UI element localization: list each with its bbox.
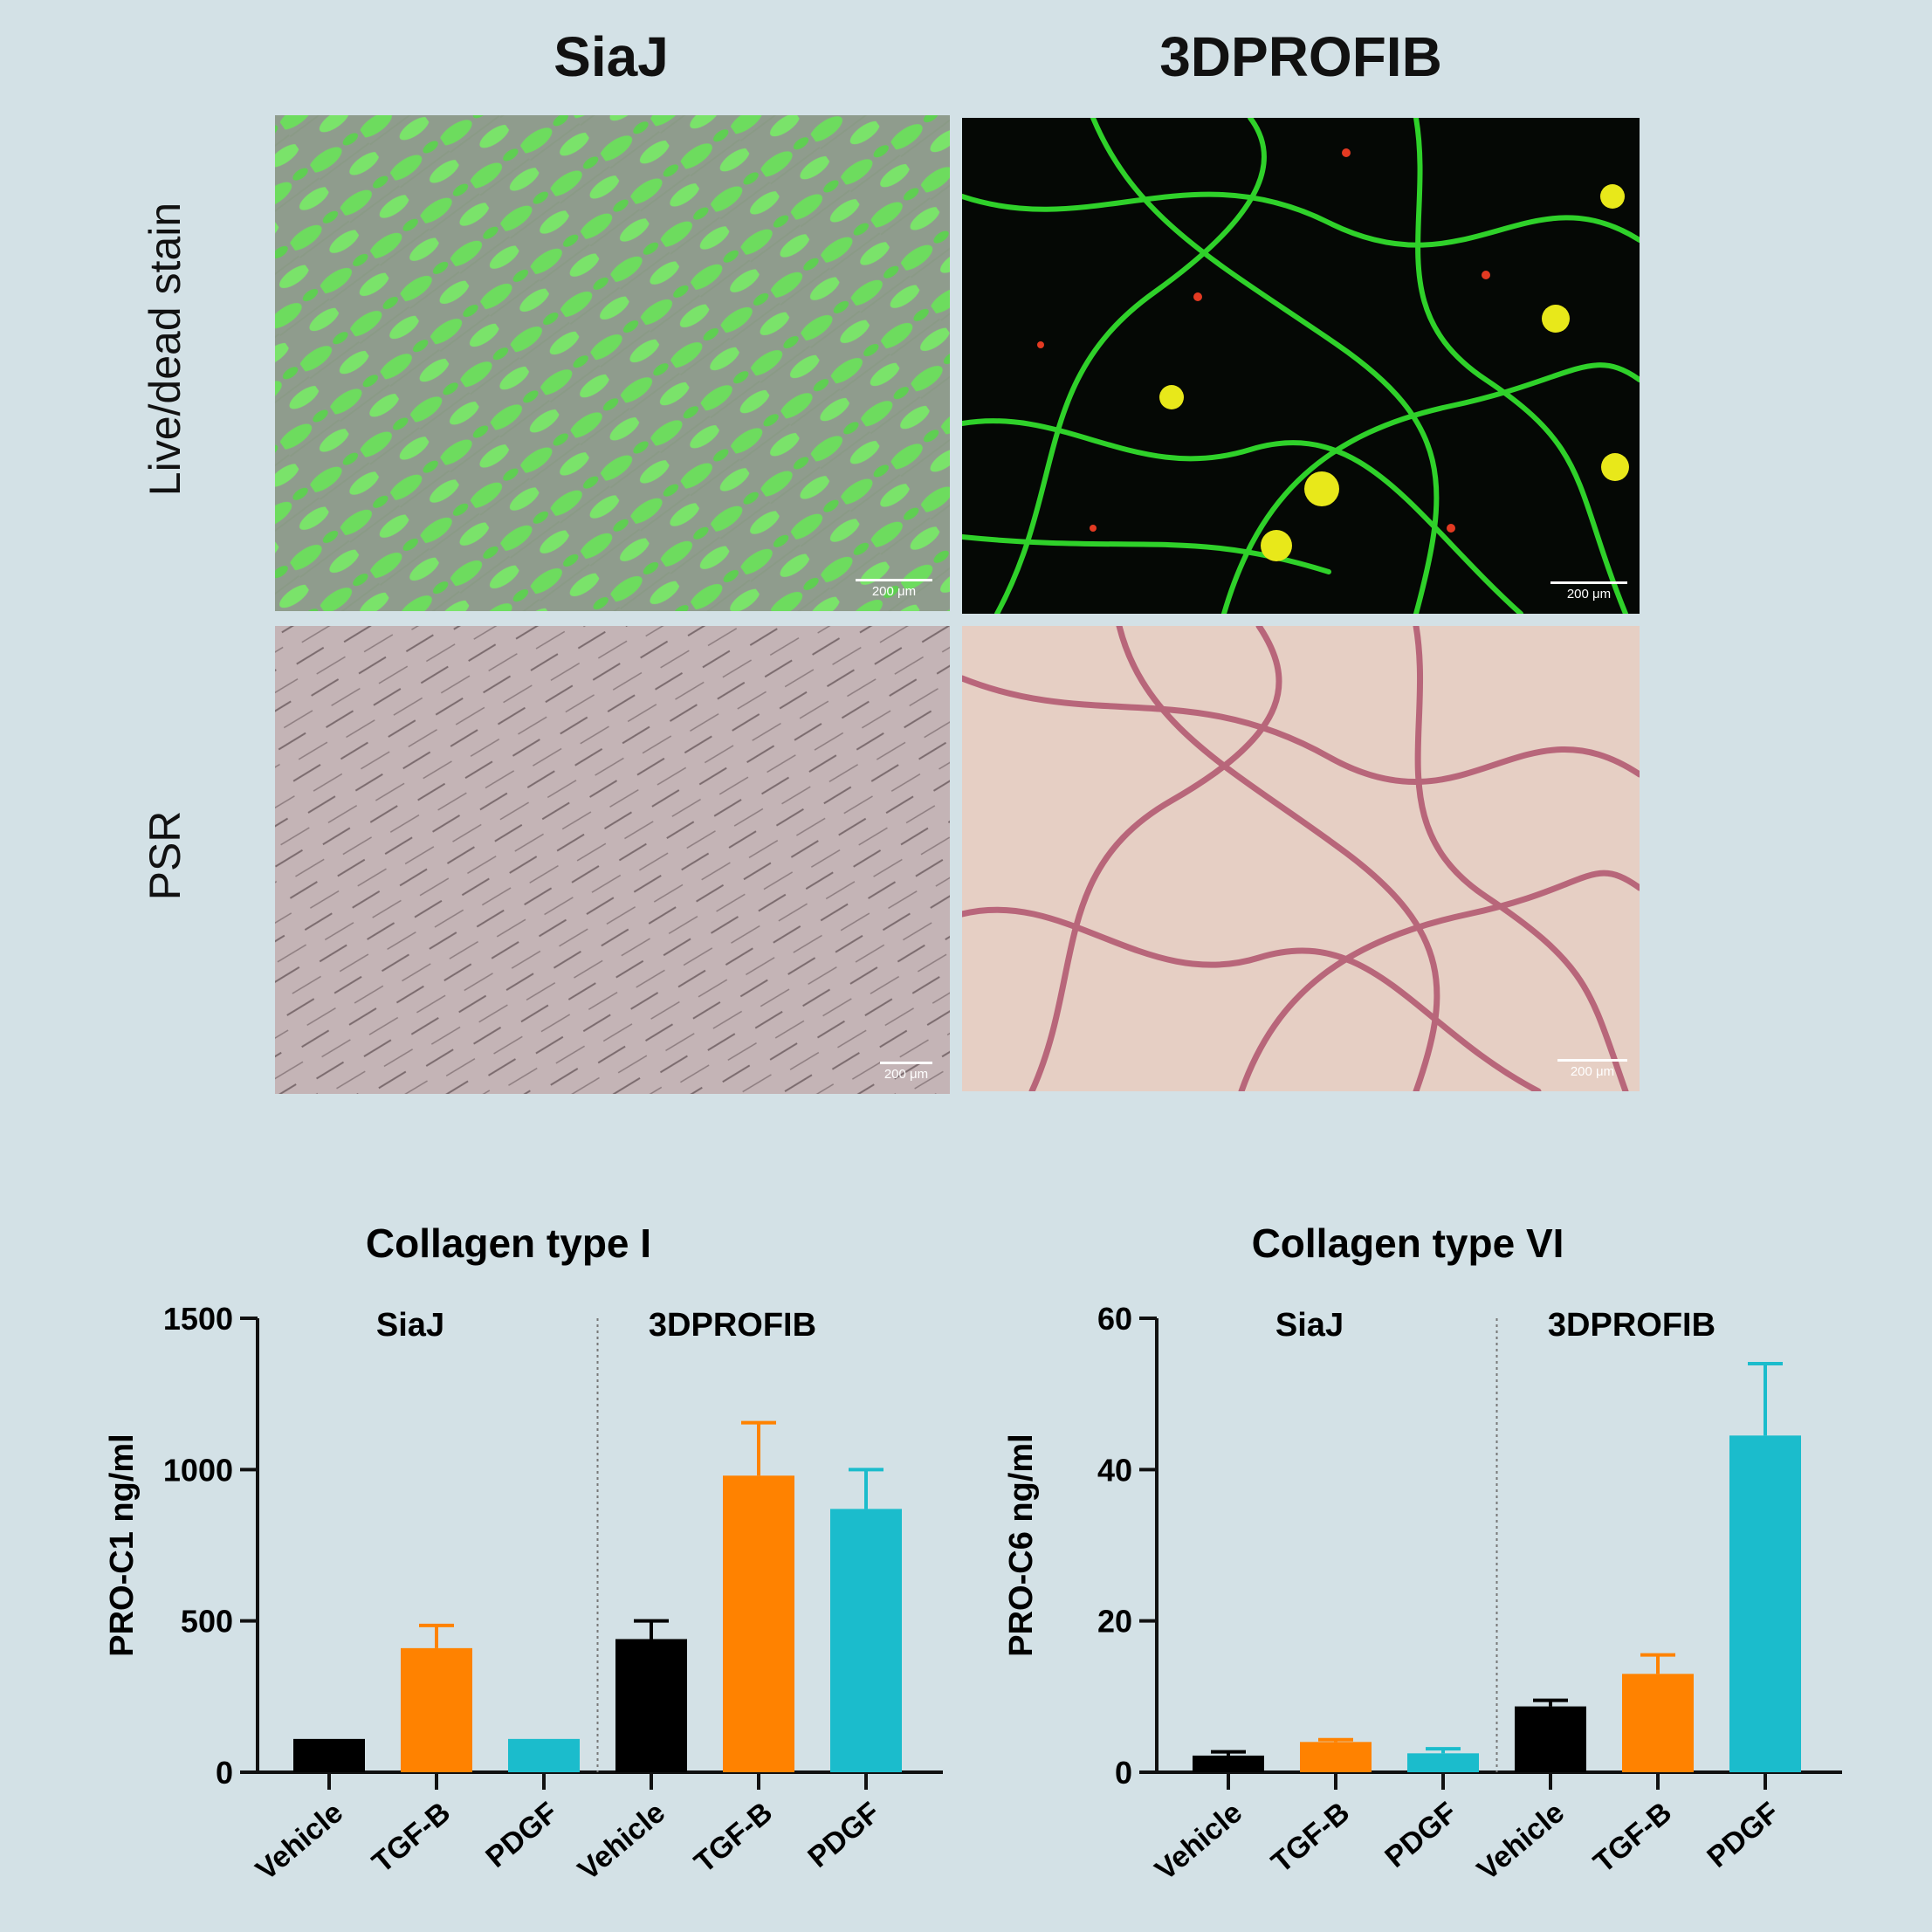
bar [1193, 1755, 1264, 1772]
y-tick-label: 40 [1097, 1452, 1132, 1488]
x-tick-label: TGF-B [1587, 1796, 1678, 1880]
y-tick-label: 20 [1097, 1604, 1132, 1640]
bar [293, 1738, 365, 1772]
bar [830, 1509, 902, 1772]
y-axis-label: PRO-C1 ng/ml [104, 1434, 141, 1656]
group-label: 3DPROFIB [1548, 1307, 1715, 1344]
y-tick-label: 0 [1115, 1755, 1132, 1791]
chart-collagen-type-vi: Collagen type VI 0 20 40 60 PRO-C6 ng/ml SiaJ 3… [1003, 1220, 1842, 1887]
y-tick-label: 500 [181, 1604, 233, 1640]
bar [401, 1647, 472, 1772]
x-tick-label: PDGF [1379, 1796, 1463, 1874]
x-tick-label: TGF-B [366, 1796, 457, 1880]
x-tick-label: Vehicle [1471, 1796, 1571, 1887]
y-tick-label: 60 [1097, 1301, 1132, 1337]
x-tick-label: TGF-B [1265, 1796, 1356, 1880]
group-label: SiaJ [1275, 1307, 1344, 1344]
scale-bar-label: 200 μm [883, 1067, 929, 1082]
group-label: 3DPROFIB [649, 1307, 816, 1344]
x-tick-label: TGF-B [688, 1796, 779, 1880]
x-tick-label: PDGF [1701, 1796, 1785, 1874]
micrograph-3dprofib-live-dead: 200 μm [962, 118, 1640, 614]
x-tick-label: PDGF [801, 1796, 886, 1874]
bar [508, 1738, 580, 1772]
scale-bar-label: 200 μm [1566, 587, 1612, 602]
y-tick-label: 1000 [163, 1452, 233, 1488]
bar [1729, 1435, 1801, 1772]
bar [723, 1475, 794, 1772]
scale-bar-label: 200 μm [1570, 1064, 1615, 1079]
micrograph-3dprofib-psr: 200 μm [962, 626, 1640, 1091]
x-tick-label: Vehicle [572, 1796, 671, 1887]
chart-title: Collagen type VI [1252, 1220, 1564, 1266]
chart-title: Collagen type I [366, 1220, 651, 1266]
y-tick-label: 1500 [163, 1301, 233, 1337]
chart-collagen-type-i: Collagen type I 0 500 1000 1500 PRO-C1 ng/ml S… [104, 1220, 943, 1887]
y-tick-label: 0 [216, 1755, 233, 1791]
row-label-live-dead: Live/dead stain [141, 202, 189, 497]
scale-bar-label: 200 μm [871, 584, 917, 599]
x-tick-label: Vehicle [250, 1796, 349, 1887]
bar [1407, 1753, 1479, 1772]
column-title-siaj: SiaJ [553, 25, 669, 88]
x-tick-label: Vehicle [1149, 1796, 1248, 1887]
column-title-3dprofib: 3DPROFIB [1159, 25, 1442, 88]
bar [615, 1639, 687, 1772]
group-label: SiaJ [376, 1307, 444, 1344]
row-label-psr: PSR [141, 810, 189, 901]
bar [1515, 1706, 1586, 1772]
micrograph-siaj-live-dead: 200 μm [275, 115, 950, 611]
y-axis-label: PRO-C6 ng/ml [1003, 1434, 1040, 1656]
bar [1622, 1674, 1694, 1772]
micrograph-siaj-psr: 200 μm [275, 626, 950, 1094]
bar [1300, 1742, 1372, 1772]
x-tick-label: PDGF [479, 1796, 564, 1874]
